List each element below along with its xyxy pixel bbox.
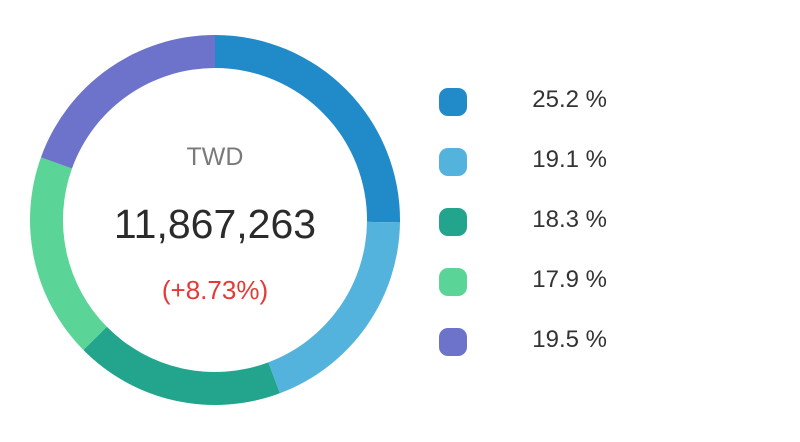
donut-slice (30, 157, 107, 350)
legend-swatch (439, 208, 467, 236)
donut-slice (215, 35, 400, 223)
legend-swatch (439, 328, 467, 356)
donut-slice (83, 326, 280, 405)
legend-item: 19.1 % (437, 142, 607, 182)
legend-swatch (439, 148, 467, 176)
donut-svg (30, 35, 400, 405)
currency-label: TWD (186, 143, 244, 171)
legend-item: 18.3 % (437, 202, 607, 242)
legend-label: 18.3 % (532, 206, 607, 233)
legend-swatch (439, 268, 467, 296)
legend-label: 19.5 % (532, 326, 607, 353)
donut-chart: TWD 11,867,263 (+8.73%) (30, 35, 400, 405)
change-percentage: (+8.73%) (161, 275, 269, 305)
legend-label: 19.1 % (532, 146, 607, 173)
donut-center: TWD 11,867,263 (+8.73%) (30, 35, 400, 405)
legend-label: 17.9 % (532, 266, 607, 293)
donut-slice (40, 35, 215, 169)
legend-label: 25.2 % (532, 86, 607, 113)
legend-swatch (439, 88, 467, 116)
total-value: 11,867,263 (113, 201, 317, 247)
legend-item: 25.2 % (437, 82, 607, 122)
donut-slice (268, 221, 400, 394)
legend-item: 19.5 % (437, 322, 607, 362)
legend-item: 17.9 % (437, 262, 607, 302)
donut-slices (30, 35, 400, 405)
